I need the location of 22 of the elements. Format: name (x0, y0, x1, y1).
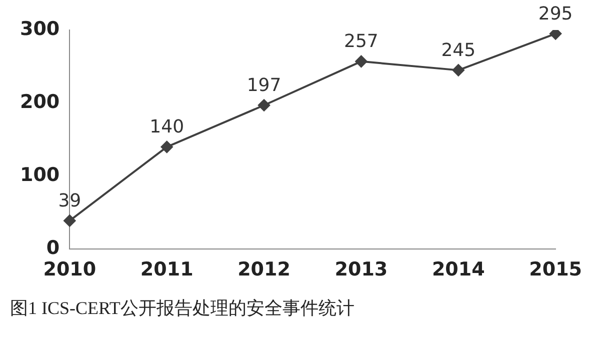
data-label: 140 (150, 116, 184, 138)
data-label: 245 (441, 40, 476, 61)
y-tick-label: 0 (46, 237, 60, 260)
y-tick-label: 200 (20, 91, 60, 114)
point (550, 30, 562, 40)
x-tick-label: 2013 (334, 258, 388, 281)
x-tick-label: 2014 (432, 258, 485, 281)
point (355, 55, 368, 68)
data-label: 197 (246, 74, 282, 96)
data-label: 257 (344, 31, 378, 52)
point (64, 214, 76, 227)
caption: 图1 ICS-CERT公开报告处理的安全事件统计 (9, 297, 356, 320)
x-tick-label: 2012 (238, 258, 290, 281)
data-label: 295 (538, 3, 573, 24)
x-tick-label: 2011 (140, 258, 194, 281)
point (160, 140, 173, 153)
point (258, 99, 270, 112)
x-tick-label: 2015 (529, 258, 582, 281)
y-tick-label: 300 (20, 18, 60, 40)
point (452, 64, 464, 76)
y-tick-label: 100 (20, 164, 60, 186)
x-tick-label: 2010 (43, 258, 96, 281)
